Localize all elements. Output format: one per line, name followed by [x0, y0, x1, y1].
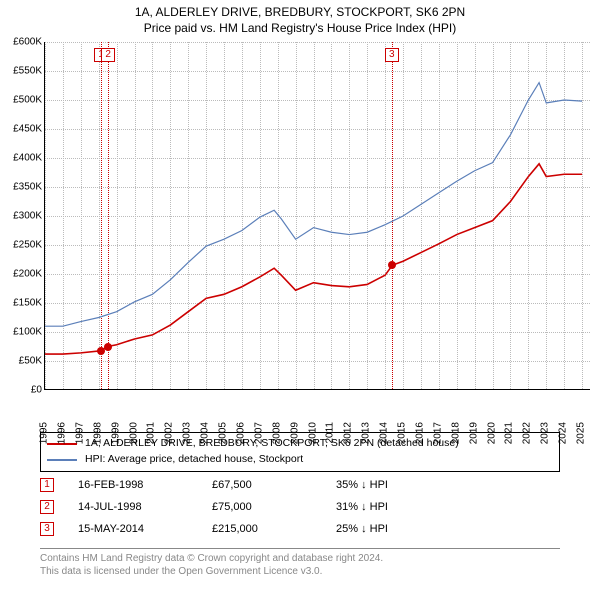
line-series-svg: [45, 42, 590, 389]
xtick-label: 2002: [164, 422, 175, 444]
transaction-price: £67,500: [212, 479, 312, 491]
ytick-label: £400K: [13, 153, 42, 164]
xtick-label: 2012: [343, 422, 354, 444]
ytick-label: £250K: [13, 240, 42, 251]
xtick-label: 2014: [379, 422, 390, 444]
ytick-label: £150K: [13, 298, 42, 309]
xtick-label: 1998: [92, 422, 103, 444]
legend-label: HPI: Average price, detached house, Stoc…: [85, 452, 303, 468]
xtick-label: 1996: [56, 422, 67, 444]
xtick-label: 2021: [504, 422, 515, 444]
xtick-label: 2006: [235, 422, 246, 444]
xtick-label: 2015: [397, 422, 408, 444]
ytick-label: £100K: [13, 327, 42, 338]
xtick-label: 2009: [289, 422, 300, 444]
xtick-label: 2003: [182, 422, 193, 444]
transactions-table: 1 16-FEB-1998 £67,500 35% ↓ HPI 2 14-JUL-1998…: [40, 474, 436, 540]
xtick-label: 2022: [522, 422, 533, 444]
transaction-date: 16-FEB-1998: [78, 479, 188, 491]
xtick-label: 2000: [128, 422, 139, 444]
series-property: [45, 164, 582, 354]
transaction-row: 3 15-MAY-2014 £215,000 25% ↓ HPI: [40, 518, 436, 540]
transaction-date: 15-MAY-2014: [78, 523, 188, 535]
transaction-diff: 35% ↓ HPI: [336, 479, 436, 491]
xtick-label: 2020: [486, 422, 497, 444]
xtick-label: 2001: [146, 422, 157, 444]
xtick-label: 2019: [468, 422, 479, 444]
xtick-label: 2007: [253, 422, 264, 444]
footer-line1: Contains HM Land Registry data © Crown c…: [40, 552, 560, 565]
transaction-diff: 31% ↓ HPI: [336, 501, 436, 513]
xtick-label: 2004: [200, 422, 211, 444]
xtick-label: 2011: [325, 422, 336, 444]
ytick-label: £350K: [13, 182, 42, 193]
xtick-label: 2005: [218, 422, 229, 444]
ytick-label: £550K: [13, 66, 42, 77]
transaction-date: 14-JUL-1998: [78, 501, 188, 513]
transaction-row: 1 16-FEB-1998 £67,500 35% ↓ HPI: [40, 474, 436, 496]
ytick-label: £200K: [13, 269, 42, 280]
transaction-number: 2: [40, 500, 54, 514]
ytick-label: £50K: [19, 356, 42, 367]
transaction-row: 2 14-JUL-1998 £75,000 31% ↓ HPI: [40, 496, 436, 518]
xtick-label: 2013: [361, 422, 372, 444]
transaction-number: 1: [40, 478, 54, 492]
ytick-label: £0: [31, 385, 42, 396]
ytick-label: £500K: [13, 95, 42, 106]
transaction-price: £75,000: [212, 501, 312, 513]
xtick-label: 2016: [414, 422, 425, 444]
ytick-label: £300K: [13, 211, 42, 222]
chart-title-line2: Price paid vs. HM Land Registry's House …: [0, 21, 600, 37]
ytick-label: £450K: [13, 124, 42, 135]
transaction-price: £215,000: [212, 523, 312, 535]
chart-container: 1A, ALDERLEY DRIVE, BREDBURY, STOCKPORT,…: [0, 0, 600, 590]
xtick-label: 2024: [558, 422, 569, 444]
transaction-number: 3: [40, 522, 54, 536]
ytick-label: £600K: [13, 37, 42, 48]
xtick-label: 1999: [110, 422, 121, 444]
xtick-label: 2010: [307, 422, 318, 444]
plot-area: 123: [44, 42, 590, 390]
xtick-label: 2008: [271, 422, 282, 444]
legend-item: HPI: Average price, detached house, Stoc…: [47, 452, 553, 468]
xtick-label: 1997: [74, 422, 85, 444]
transaction-diff: 25% ↓ HPI: [336, 523, 436, 535]
xtick-label: 2018: [450, 422, 461, 444]
xtick-label: 2023: [540, 422, 551, 444]
chart-title-line1: 1A, ALDERLEY DRIVE, BREDBURY, STOCKPORT,…: [0, 0, 600, 21]
footer-line2: This data is licensed under the Open Gov…: [40, 565, 560, 578]
series-hpi: [45, 83, 582, 327]
footer-attribution: Contains HM Land Registry data © Crown c…: [40, 548, 560, 578]
xtick-label: 2025: [576, 422, 587, 444]
legend-swatch: [47, 459, 77, 461]
xtick-label: 1995: [39, 422, 50, 444]
xtick-label: 2017: [432, 422, 443, 444]
